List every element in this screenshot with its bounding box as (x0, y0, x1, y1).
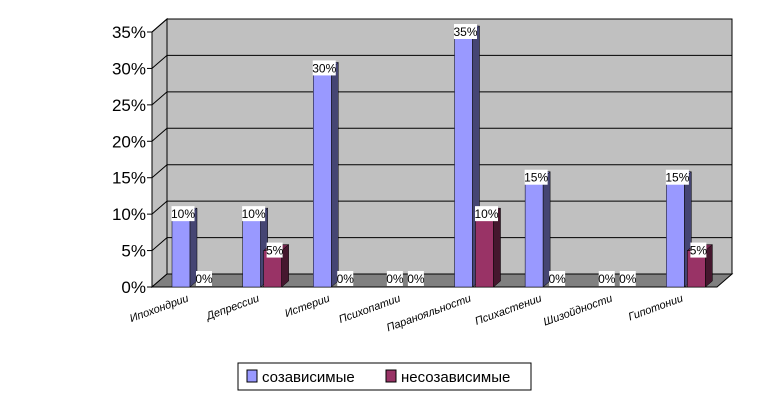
data-label: 0% (337, 271, 355, 286)
data-label: 15% (665, 169, 690, 185)
data-label-bg (242, 206, 266, 222)
data-label-text: 0% (407, 272, 425, 286)
data-label-bg (337, 271, 354, 286)
data-label-bg (549, 271, 566, 286)
data-label: 30% (312, 60, 337, 76)
data-label-text: 15% (665, 171, 689, 185)
y-tick-label: 30% (112, 59, 146, 78)
y-tick-label: 5% (121, 242, 146, 261)
x-category-label: Истерии (283, 293, 331, 320)
bar-front (475, 213, 494, 288)
legend-label-non-codependent: несозависимые (401, 369, 510, 386)
legend: созависимые несозависимые (237, 362, 532, 391)
data-label-bg (619, 271, 636, 286)
data-label: 35% (453, 24, 478, 39)
legend-label-codependent: созависимые (262, 369, 355, 386)
x-category-label: Психастении (473, 293, 543, 328)
data-label-text: 5% (690, 244, 708, 258)
bar-front (242, 213, 261, 288)
gridline (151, 127, 732, 142)
data-label: 0% (619, 271, 637, 286)
data-label: 10% (242, 206, 266, 222)
data-label-text: 0% (598, 272, 616, 286)
bar (312, 61, 339, 288)
data-label: 5% (690, 242, 708, 258)
data-label-text: 10% (242, 207, 266, 221)
data-label-text: 35% (453, 25, 477, 39)
data-label-bg (171, 206, 195, 222)
data-label: 0% (598, 271, 616, 286)
bar-side (542, 171, 551, 288)
x-category-label: Депрессии (203, 293, 261, 324)
y-tick-label: 20% (112, 132, 146, 151)
bar-front (666, 177, 685, 288)
gridline (151, 18, 732, 33)
data-label: 0% (407, 271, 425, 286)
bar-front (454, 31, 473, 288)
x-category-label: Ипохондрии (128, 293, 190, 325)
data-label-bg (196, 271, 212, 286)
data-label-bg (312, 60, 336, 76)
y-axis-ticks: 0% 5% 10% 15% 20% 25% 30% 35% (112, 23, 153, 297)
bar (524, 171, 551, 288)
x-axis-categories: Ипохондрии Депрессии Истерии ПсихопатииПара… (128, 293, 685, 335)
data-label-text: 0% (619, 272, 637, 286)
data-label-bg (665, 169, 689, 185)
data-label-bg (598, 271, 615, 286)
data-label: 10% (171, 206, 195, 222)
data-label: 0% (386, 271, 404, 286)
bar-front (524, 177, 544, 288)
data-label-text: 5% (266, 244, 284, 258)
data-label-text: 30% (312, 61, 336, 75)
gridline (151, 91, 732, 106)
floor (150, 273, 734, 288)
chart-walls (150, 17, 734, 289)
y-tick-label: 25% (112, 96, 146, 115)
data-label-bg (524, 169, 548, 185)
y-tick-label: 35% (112, 23, 146, 42)
bar-front (313, 68, 332, 288)
y-tick-label: 0% (121, 278, 146, 297)
data-label: 15% (524, 169, 548, 185)
data-label-text: 0% (337, 272, 355, 286)
data-label-text: 15% (524, 171, 548, 185)
legend-box (237, 362, 532, 391)
gridline (151, 54, 732, 69)
bar-side (331, 61, 339, 288)
data-label: 0% (195, 271, 213, 286)
data-label-text: 10% (474, 207, 498, 221)
data-label-text: 0% (548, 272, 566, 286)
data-label: 5% (266, 242, 284, 258)
bar-front (171, 213, 191, 288)
data-label-bg (454, 24, 477, 39)
x-category-label: Шизойдности (542, 293, 614, 329)
data-label-text: 0% (195, 272, 213, 286)
y-tick-label: 15% (112, 169, 146, 188)
data-label-bg (266, 242, 283, 258)
data-labels: 10%0%10%5%30%0% 0% 0%35%10%15%0% 0% 0%15%5% (171, 24, 707, 286)
data-label-bg (407, 271, 424, 286)
legend-swatch-non-codependent (385, 369, 397, 383)
side-wall (151, 17, 168, 289)
y-tick-label: 10% (112, 205, 146, 224)
gridline (151, 164, 732, 179)
data-label: 10% (474, 206, 499, 222)
data-label-bg (386, 271, 403, 286)
data-label: 0% (548, 271, 566, 286)
data-label-text: 10% (171, 207, 195, 221)
data-label-bg (690, 242, 707, 258)
x-category-label: Гипотонии (627, 293, 685, 324)
bar (474, 207, 502, 288)
data-label-text: 0% (386, 272, 404, 286)
data-label-bg (475, 206, 498, 222)
legend-swatch-codependent (246, 369, 258, 383)
